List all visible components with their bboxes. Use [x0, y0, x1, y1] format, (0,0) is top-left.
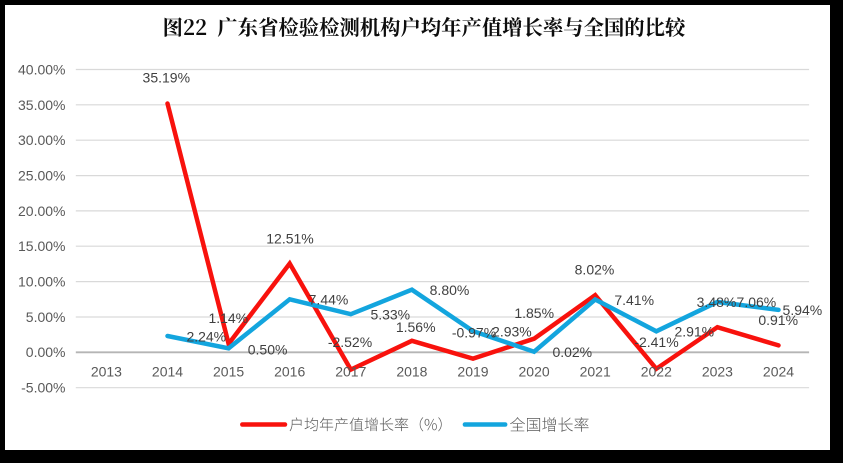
- svg-text:10.00%: 10.00%: [18, 274, 65, 290]
- svg-text:2017: 2017: [335, 363, 366, 379]
- svg-text:1.56%: 1.56%: [396, 319, 436, 335]
- svg-text:35.00%: 35.00%: [18, 97, 65, 113]
- svg-text:8.80%: 8.80%: [430, 282, 470, 298]
- svg-text:5.00%: 5.00%: [26, 309, 66, 325]
- svg-text:25.00%: 25.00%: [18, 168, 65, 184]
- svg-text:5.94%: 5.94%: [783, 302, 823, 318]
- svg-text:40.00%: 40.00%: [18, 61, 65, 77]
- svg-text:2022: 2022: [641, 363, 672, 379]
- svg-text:7.44%: 7.44%: [309, 292, 349, 308]
- svg-text:2024: 2024: [763, 363, 794, 379]
- svg-text:0.50%: 0.50%: [248, 341, 288, 357]
- svg-text:2016: 2016: [274, 363, 305, 379]
- svg-text:0.91%: 0.91%: [758, 312, 798, 328]
- svg-text:-0.97%: -0.97%: [452, 325, 496, 341]
- svg-text:0.02%: 0.02%: [552, 344, 592, 360]
- svg-text:5.33%: 5.33%: [370, 306, 410, 322]
- svg-text:-2.52%: -2.52%: [328, 334, 372, 350]
- svg-text:2.91%: 2.91%: [674, 324, 714, 340]
- svg-text:-2.41%: -2.41%: [634, 334, 678, 350]
- svg-text:2013: 2013: [91, 363, 122, 379]
- svg-text:2018: 2018: [396, 363, 427, 379]
- svg-text:35.19%: 35.19%: [143, 70, 190, 86]
- svg-text:0.00%: 0.00%: [26, 344, 66, 360]
- svg-text:2.24%: 2.24%: [186, 328, 226, 344]
- svg-text:7.41%: 7.41%: [614, 292, 654, 308]
- svg-text:15.00%: 15.00%: [18, 238, 65, 254]
- svg-text:-5.00%: -5.00%: [21, 380, 65, 396]
- svg-text:2020: 2020: [519, 363, 550, 379]
- svg-text:1.85%: 1.85%: [514, 305, 554, 321]
- svg-text:8.02%: 8.02%: [575, 262, 615, 278]
- svg-text:30.00%: 30.00%: [18, 132, 65, 148]
- svg-text:3.48%: 3.48%: [697, 294, 737, 310]
- svg-text:12.51%: 12.51%: [266, 231, 313, 247]
- svg-text:20.00%: 20.00%: [18, 203, 65, 219]
- svg-text:2015: 2015: [213, 363, 244, 379]
- svg-text:1.14%: 1.14%: [208, 310, 248, 326]
- svg-text:2014: 2014: [152, 363, 183, 379]
- svg-text:2023: 2023: [702, 363, 733, 379]
- svg-text:2.93%: 2.93%: [492, 323, 532, 339]
- svg-text:2019: 2019: [457, 363, 488, 379]
- svg-text:7.06%: 7.06%: [737, 294, 777, 310]
- svg-text:2021: 2021: [580, 363, 611, 379]
